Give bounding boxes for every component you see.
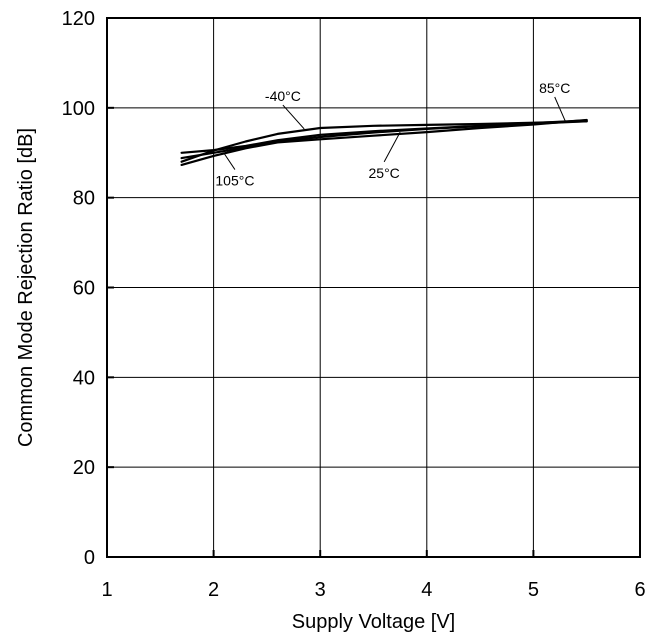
y-axis-label: Common Mode Rejection Ratio [dB] xyxy=(15,128,37,447)
grid-lines xyxy=(107,18,640,557)
series-line xyxy=(180,119,588,154)
x-tick-label: 2 xyxy=(208,579,219,601)
annotation-label: -40°C xyxy=(265,88,301,104)
x-tick-label: 4 xyxy=(421,579,432,601)
x-axis-label: Supply Voltage [V] xyxy=(292,611,455,633)
y-tick-label: 100 xyxy=(62,98,95,120)
series-lines xyxy=(180,118,588,166)
annotation-leader xyxy=(383,131,401,163)
y-tick-label: 60 xyxy=(73,278,95,300)
y-tick-label: 80 xyxy=(73,188,95,210)
y-tick-label: 0 xyxy=(84,547,95,569)
y-tick-label: 40 xyxy=(73,367,95,389)
x-tick-label: 3 xyxy=(315,579,326,601)
annotation-leader xyxy=(223,153,236,170)
annotation-label: 25°C xyxy=(369,165,400,181)
series-line xyxy=(180,120,588,160)
series-annotations: -40°C 85°C 25°C 105°C xyxy=(215,80,570,189)
x-tick-label: 1 xyxy=(101,579,112,601)
annotation-leader xyxy=(554,96,566,122)
annotation-leader xyxy=(282,104,305,130)
annotation-label: 105°C xyxy=(215,173,254,189)
y-tick-label: 20 xyxy=(73,457,95,479)
x-tick-label: 6 xyxy=(634,579,645,601)
series-line xyxy=(180,120,588,163)
x-tick-label: 5 xyxy=(528,579,539,601)
annotation-label: 85°C xyxy=(539,80,570,96)
series-line xyxy=(180,118,588,166)
y-tick-label: 120 xyxy=(62,8,95,30)
axis-ticks xyxy=(106,17,641,558)
